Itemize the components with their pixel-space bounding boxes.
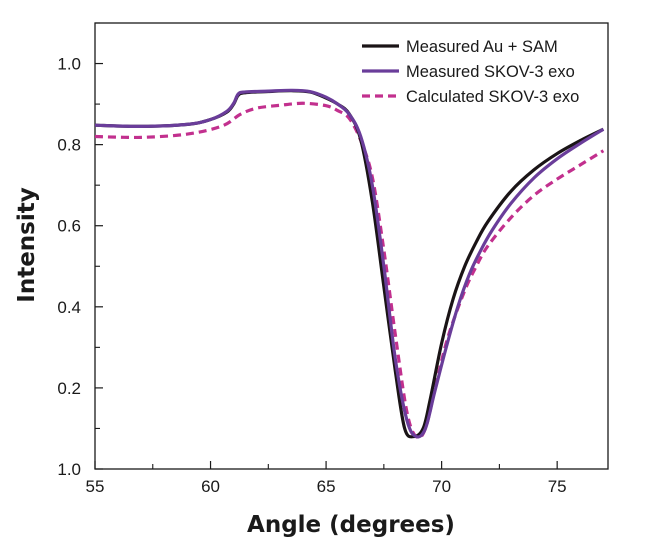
y-tick-label: 0.4 — [57, 298, 81, 317]
y-tick-label: 0.2 — [57, 379, 81, 398]
y-tick-label: 0.6 — [57, 217, 81, 236]
x-tick-label: 60 — [201, 477, 220, 496]
plot-frame — [94, 22, 609, 470]
x-tick-label: 55 — [86, 477, 105, 496]
y-tick-label: 1.0 — [57, 55, 81, 74]
x-tick-label: 75 — [548, 477, 567, 496]
x-axis-title: Angle (degrees) — [247, 512, 455, 538]
series-line-3 — [94, 101, 605, 440]
y-tick-label: 0.8 — [57, 136, 81, 155]
x-tick-label: 70 — [432, 477, 451, 496]
legend-label-2: Measured SKOV-3 exo — [406, 63, 575, 81]
x-tick-label: 65 — [317, 477, 336, 496]
y-tick-label: 1.0 — [57, 460, 81, 479]
series-line-2 — [94, 88, 605, 439]
legend: Measured Au + SAM Measured SKOV-3 exo Calc… — [362, 38, 579, 106]
legend-label-3: Calculated SKOV-3 exo — [406, 88, 579, 106]
series-line-1 — [94, 89, 605, 439]
y-axis-title: Intensity — [14, 187, 40, 302]
legend-label-1: Measured Au + SAM — [406, 38, 558, 56]
series-lines — [94, 88, 605, 440]
axes: 55 60 65 70 75 1.0 0.2 0.4 0.6 0.8 1.0 — [57, 22, 609, 496]
